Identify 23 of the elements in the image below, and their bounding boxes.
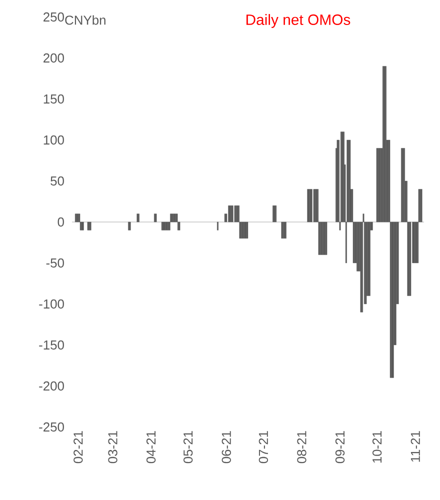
y-tick-label: -50 <box>46 258 64 268</box>
x-tick-label: 03-21 <box>108 431 118 464</box>
x-tick-label: 05-21 <box>184 431 193 464</box>
y-tick-label: 250 <box>44 12 64 22</box>
y-tick-label: 50 <box>50 176 64 186</box>
y-tick-label: -100 <box>39 299 64 309</box>
x-tick-label: 07-21 <box>258 431 268 464</box>
x-tick-label: 10-21 <box>372 431 382 463</box>
x-tick-label: 04-21 <box>146 431 156 464</box>
x-tick-label: 09-21 <box>335 431 345 464</box>
y-tick-label: -250 <box>39 422 64 432</box>
x-tick-label: 02-21 <box>74 431 83 464</box>
chart-title: Daily net OMOs <box>246 14 350 28</box>
y-tick-label: 150 <box>44 94 64 104</box>
y-tick-label: -150 <box>39 340 64 350</box>
y-axis-title: CNYbn <box>65 15 106 25</box>
x-tick-label: 08-21 <box>297 431 306 464</box>
y-tick-label: 200 <box>44 53 64 63</box>
y-tick-label: -200 <box>39 381 64 391</box>
x-tick-label: 11-21 <box>410 431 420 462</box>
y-tick-label: 100 <box>44 135 64 145</box>
x-tick-label: 06-21 <box>222 431 231 464</box>
y-tick-label: 0 <box>58 217 64 227</box>
